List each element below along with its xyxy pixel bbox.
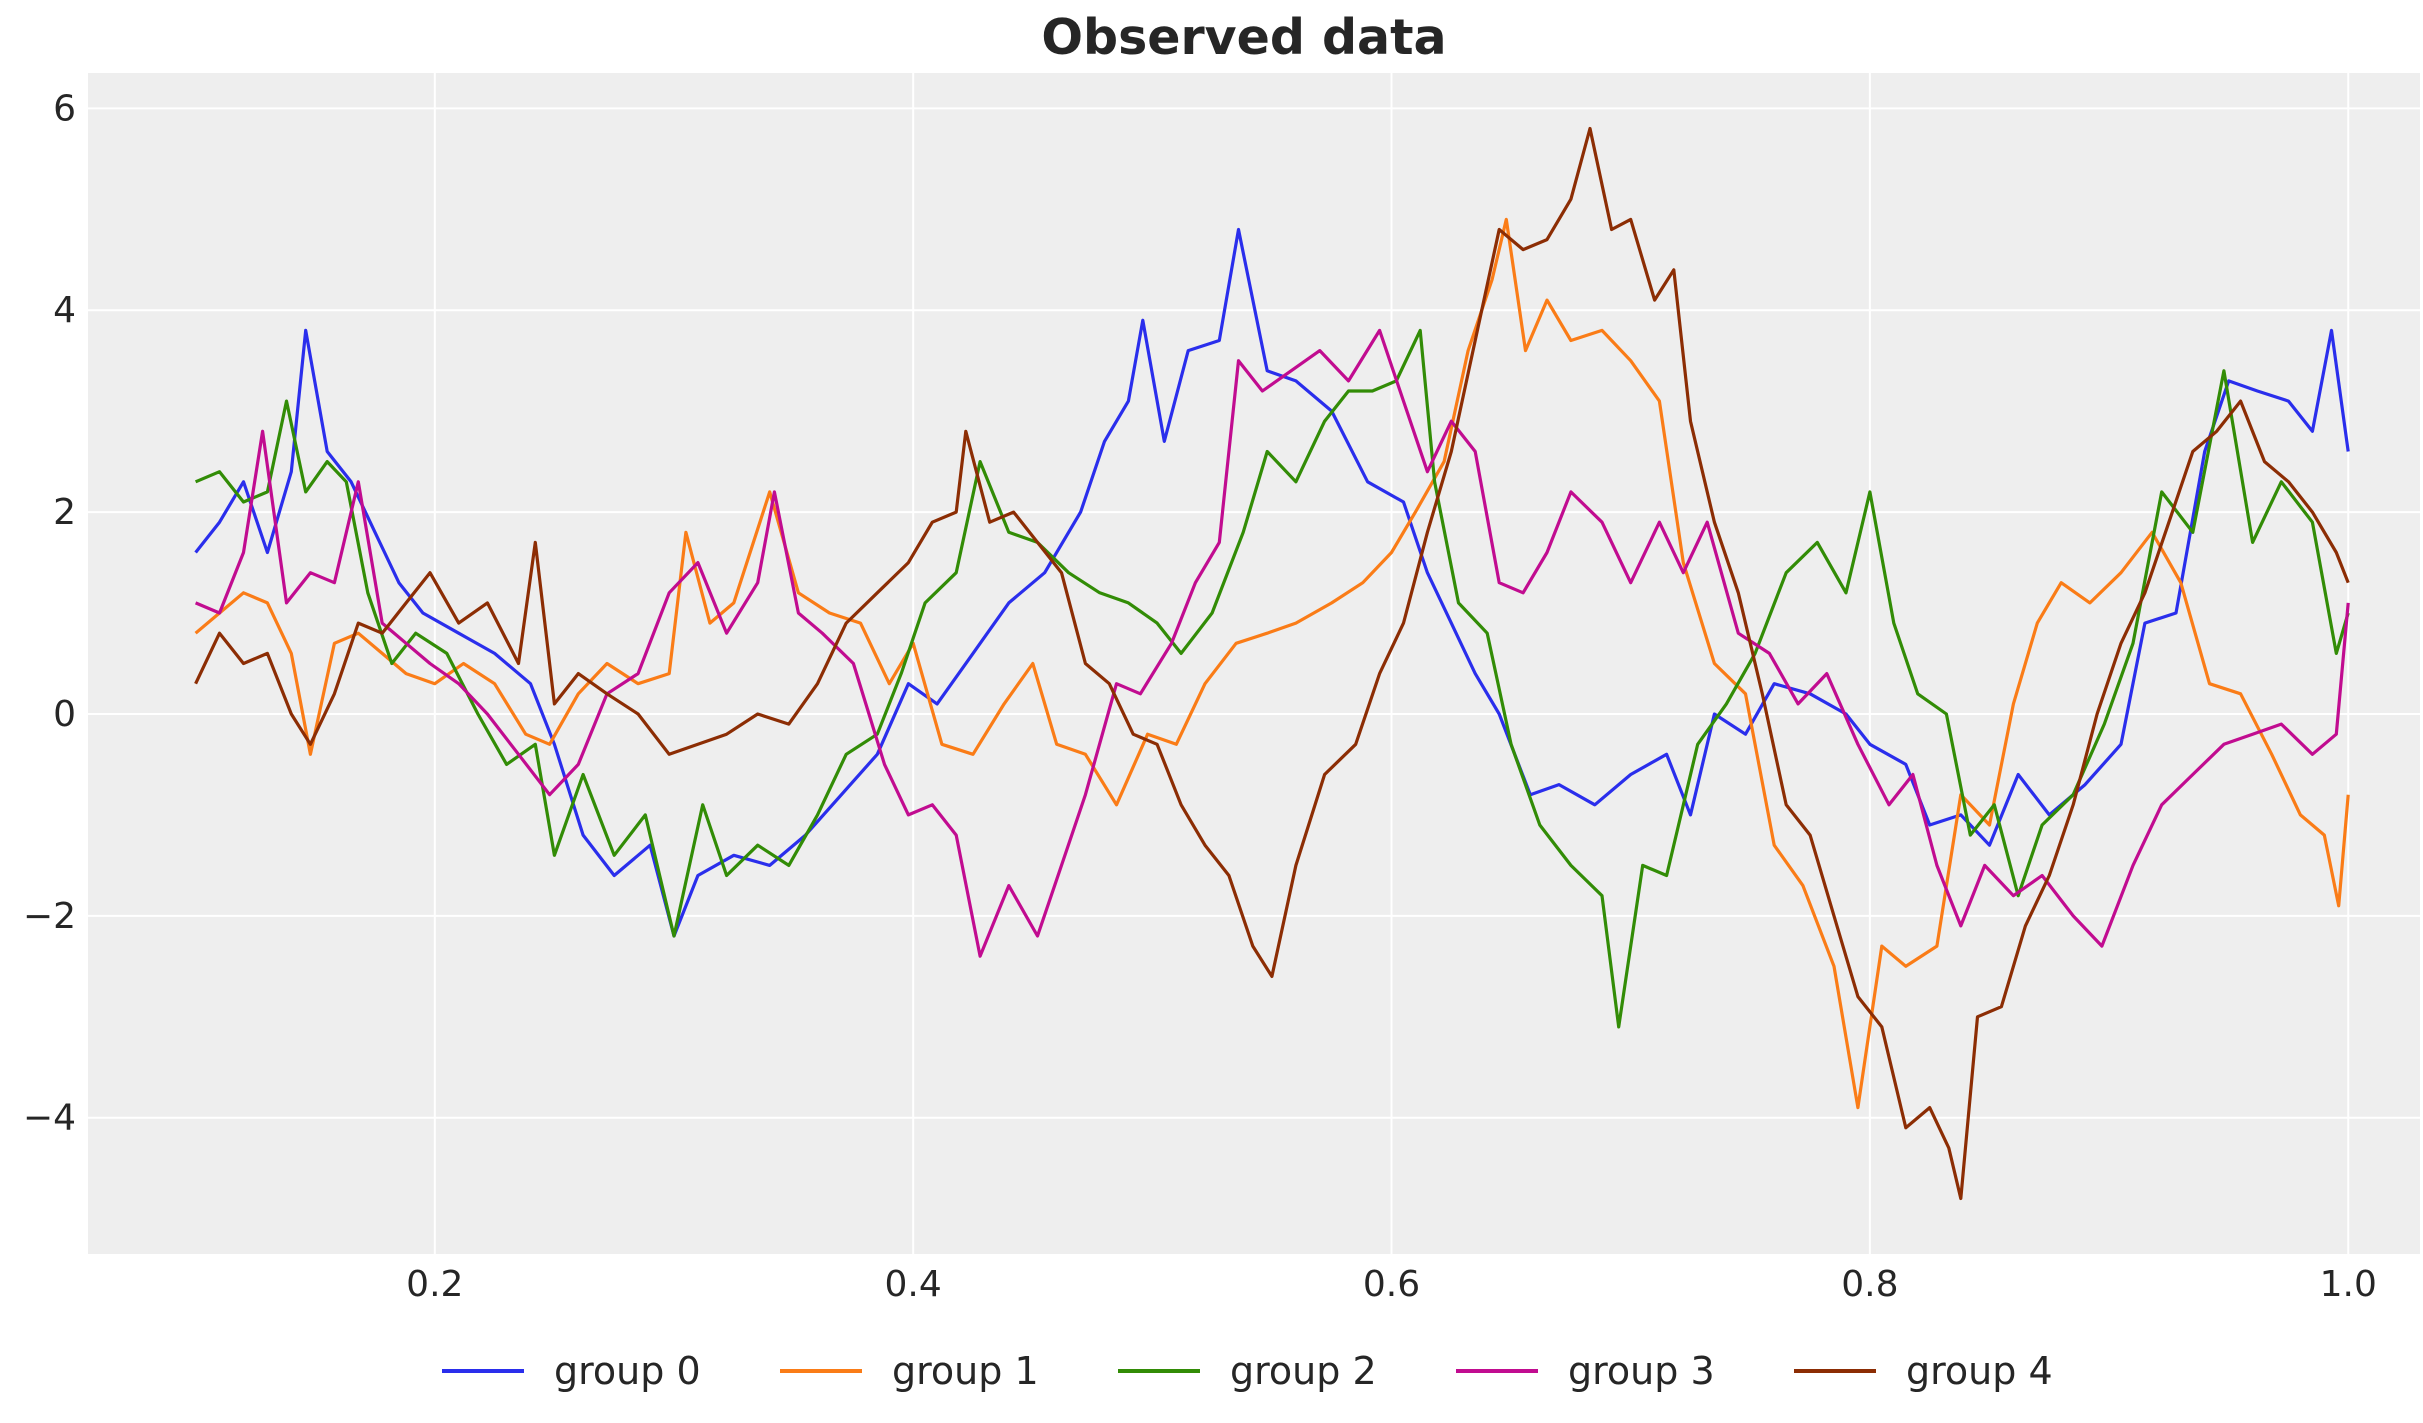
y-tick-label: −4 [23, 1098, 76, 1139]
y-tick-label: 4 [53, 290, 76, 331]
series-line-group-2 [194, 328, 2350, 1029]
x-axis-ticks: 0.2 0.4 0.6 0.8 1.0 [406, 1264, 2377, 1305]
plot-area [88, 73, 2420, 1254]
series-line-group-0 [194, 227, 2350, 938]
y-axis-ticks: −4 −2 0 2 4 6 [23, 88, 76, 1138]
x-tick-label: 1.0 [2320, 1264, 2377, 1305]
legend-label: group 1 [892, 1349, 1039, 1393]
series-line-group-3 [194, 328, 2350, 958]
series-line-group-1 [194, 217, 2350, 1110]
series-line-group-4 [194, 126, 2350, 1201]
legend-label: group 0 [554, 1349, 701, 1393]
legend-item: group 2 [1118, 1349, 1377, 1393]
x-tick-label: 0.6 [1363, 1264, 1420, 1305]
x-tick-label: 0.2 [406, 1264, 463, 1305]
y-tick-label: 0 [53, 694, 76, 735]
x-tick-label: 0.8 [1841, 1264, 1898, 1305]
series-lines [194, 126, 2350, 1201]
y-tick-label: −2 [23, 896, 76, 937]
legend-label: group 2 [1230, 1349, 1377, 1393]
legend: group 0 group 1 group 2 group 3 group 4 [442, 1349, 2053, 1393]
legend-label: group 4 [1906, 1349, 2053, 1393]
x-tick-label: 0.4 [885, 1264, 942, 1305]
y-tick-label: 2 [53, 492, 76, 533]
legend-item: group 0 [442, 1349, 701, 1393]
legend-label: group 3 [1568, 1349, 1715, 1393]
y-tick-label: 6 [53, 88, 76, 129]
legend-item: group 4 [1794, 1349, 2053, 1393]
legend-item: group 3 [1456, 1349, 1715, 1393]
legend-item: group 1 [780, 1349, 1039, 1393]
chart-title: Observed data [1041, 9, 1446, 66]
